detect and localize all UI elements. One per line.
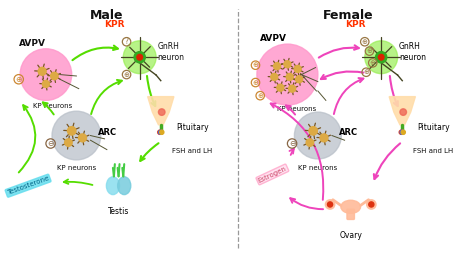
Circle shape — [64, 139, 72, 146]
Polygon shape — [389, 97, 415, 125]
Text: neuron: neuron — [399, 53, 426, 62]
Text: Pituitary: Pituitary — [176, 123, 209, 132]
Circle shape — [51, 72, 58, 80]
Circle shape — [52, 111, 101, 160]
Text: ?: ? — [125, 37, 128, 46]
Circle shape — [137, 54, 143, 60]
Circle shape — [284, 61, 291, 68]
Circle shape — [369, 202, 374, 207]
Text: AVPV: AVPV — [19, 39, 46, 48]
Text: ⊕: ⊕ — [363, 69, 369, 75]
Circle shape — [273, 63, 281, 70]
Text: GnRH: GnRH — [157, 42, 179, 51]
Circle shape — [277, 84, 284, 91]
Circle shape — [160, 130, 164, 134]
Circle shape — [257, 44, 318, 105]
Text: ⊕: ⊕ — [253, 62, 258, 68]
Text: Testosterone: Testosterone — [6, 175, 50, 196]
Circle shape — [309, 127, 318, 135]
Text: ⊕: ⊕ — [370, 60, 376, 66]
Circle shape — [325, 200, 335, 209]
Polygon shape — [148, 97, 174, 125]
Circle shape — [289, 85, 296, 92]
Text: KP neurons: KP neurons — [33, 103, 73, 109]
Circle shape — [294, 112, 341, 159]
Text: neuron: neuron — [157, 53, 184, 62]
Text: KP neurons: KP neurons — [57, 164, 96, 171]
Circle shape — [42, 80, 49, 87]
Text: ⊕: ⊕ — [124, 72, 129, 78]
Text: ⊕: ⊕ — [253, 80, 258, 86]
Circle shape — [159, 130, 163, 134]
Text: ⊖: ⊖ — [289, 139, 295, 148]
Text: ARC: ARC — [99, 128, 118, 137]
Circle shape — [20, 49, 72, 100]
Text: KPR: KPR — [104, 20, 124, 29]
Text: Ovary: Ovary — [339, 231, 362, 240]
Circle shape — [375, 52, 387, 63]
Text: Male: Male — [90, 9, 124, 22]
Ellipse shape — [118, 177, 131, 195]
Text: ⊕: ⊕ — [362, 39, 368, 45]
Circle shape — [320, 134, 328, 142]
Circle shape — [366, 200, 376, 209]
Text: Testis: Testis — [108, 207, 129, 216]
Text: ⊕: ⊕ — [16, 75, 22, 84]
Text: KPR: KPR — [345, 20, 365, 29]
Circle shape — [306, 139, 314, 146]
Circle shape — [378, 54, 384, 60]
Circle shape — [79, 134, 86, 142]
Text: GnRH: GnRH — [399, 42, 421, 51]
Circle shape — [400, 109, 407, 115]
Text: ARC: ARC — [339, 128, 358, 137]
Circle shape — [158, 130, 162, 134]
Circle shape — [123, 41, 156, 74]
Circle shape — [286, 74, 293, 80]
Ellipse shape — [341, 200, 361, 213]
Circle shape — [294, 66, 301, 72]
Circle shape — [400, 130, 404, 134]
Text: FSH and LH: FSH and LH — [413, 148, 453, 154]
Text: ⊖: ⊖ — [47, 139, 54, 148]
Ellipse shape — [106, 177, 119, 195]
Circle shape — [134, 52, 146, 63]
Text: Pituitary: Pituitary — [418, 123, 450, 132]
Circle shape — [328, 202, 333, 207]
Text: ⊕: ⊕ — [366, 48, 373, 54]
Circle shape — [365, 41, 398, 74]
Text: KP neurons: KP neurons — [277, 106, 317, 112]
Circle shape — [158, 109, 165, 115]
Text: AVPV: AVPV — [260, 34, 287, 43]
Text: ⊕: ⊕ — [257, 93, 263, 99]
Circle shape — [67, 127, 76, 135]
Circle shape — [401, 130, 405, 134]
Circle shape — [38, 67, 46, 75]
Text: KP neurons: KP neurons — [298, 164, 337, 171]
Circle shape — [271, 74, 278, 80]
Text: FSH and LH: FSH and LH — [172, 148, 212, 154]
Text: Female: Female — [323, 9, 374, 22]
Circle shape — [296, 76, 302, 83]
FancyBboxPatch shape — [347, 209, 355, 219]
Text: Estrogen: Estrogen — [257, 165, 288, 184]
Circle shape — [399, 130, 403, 134]
